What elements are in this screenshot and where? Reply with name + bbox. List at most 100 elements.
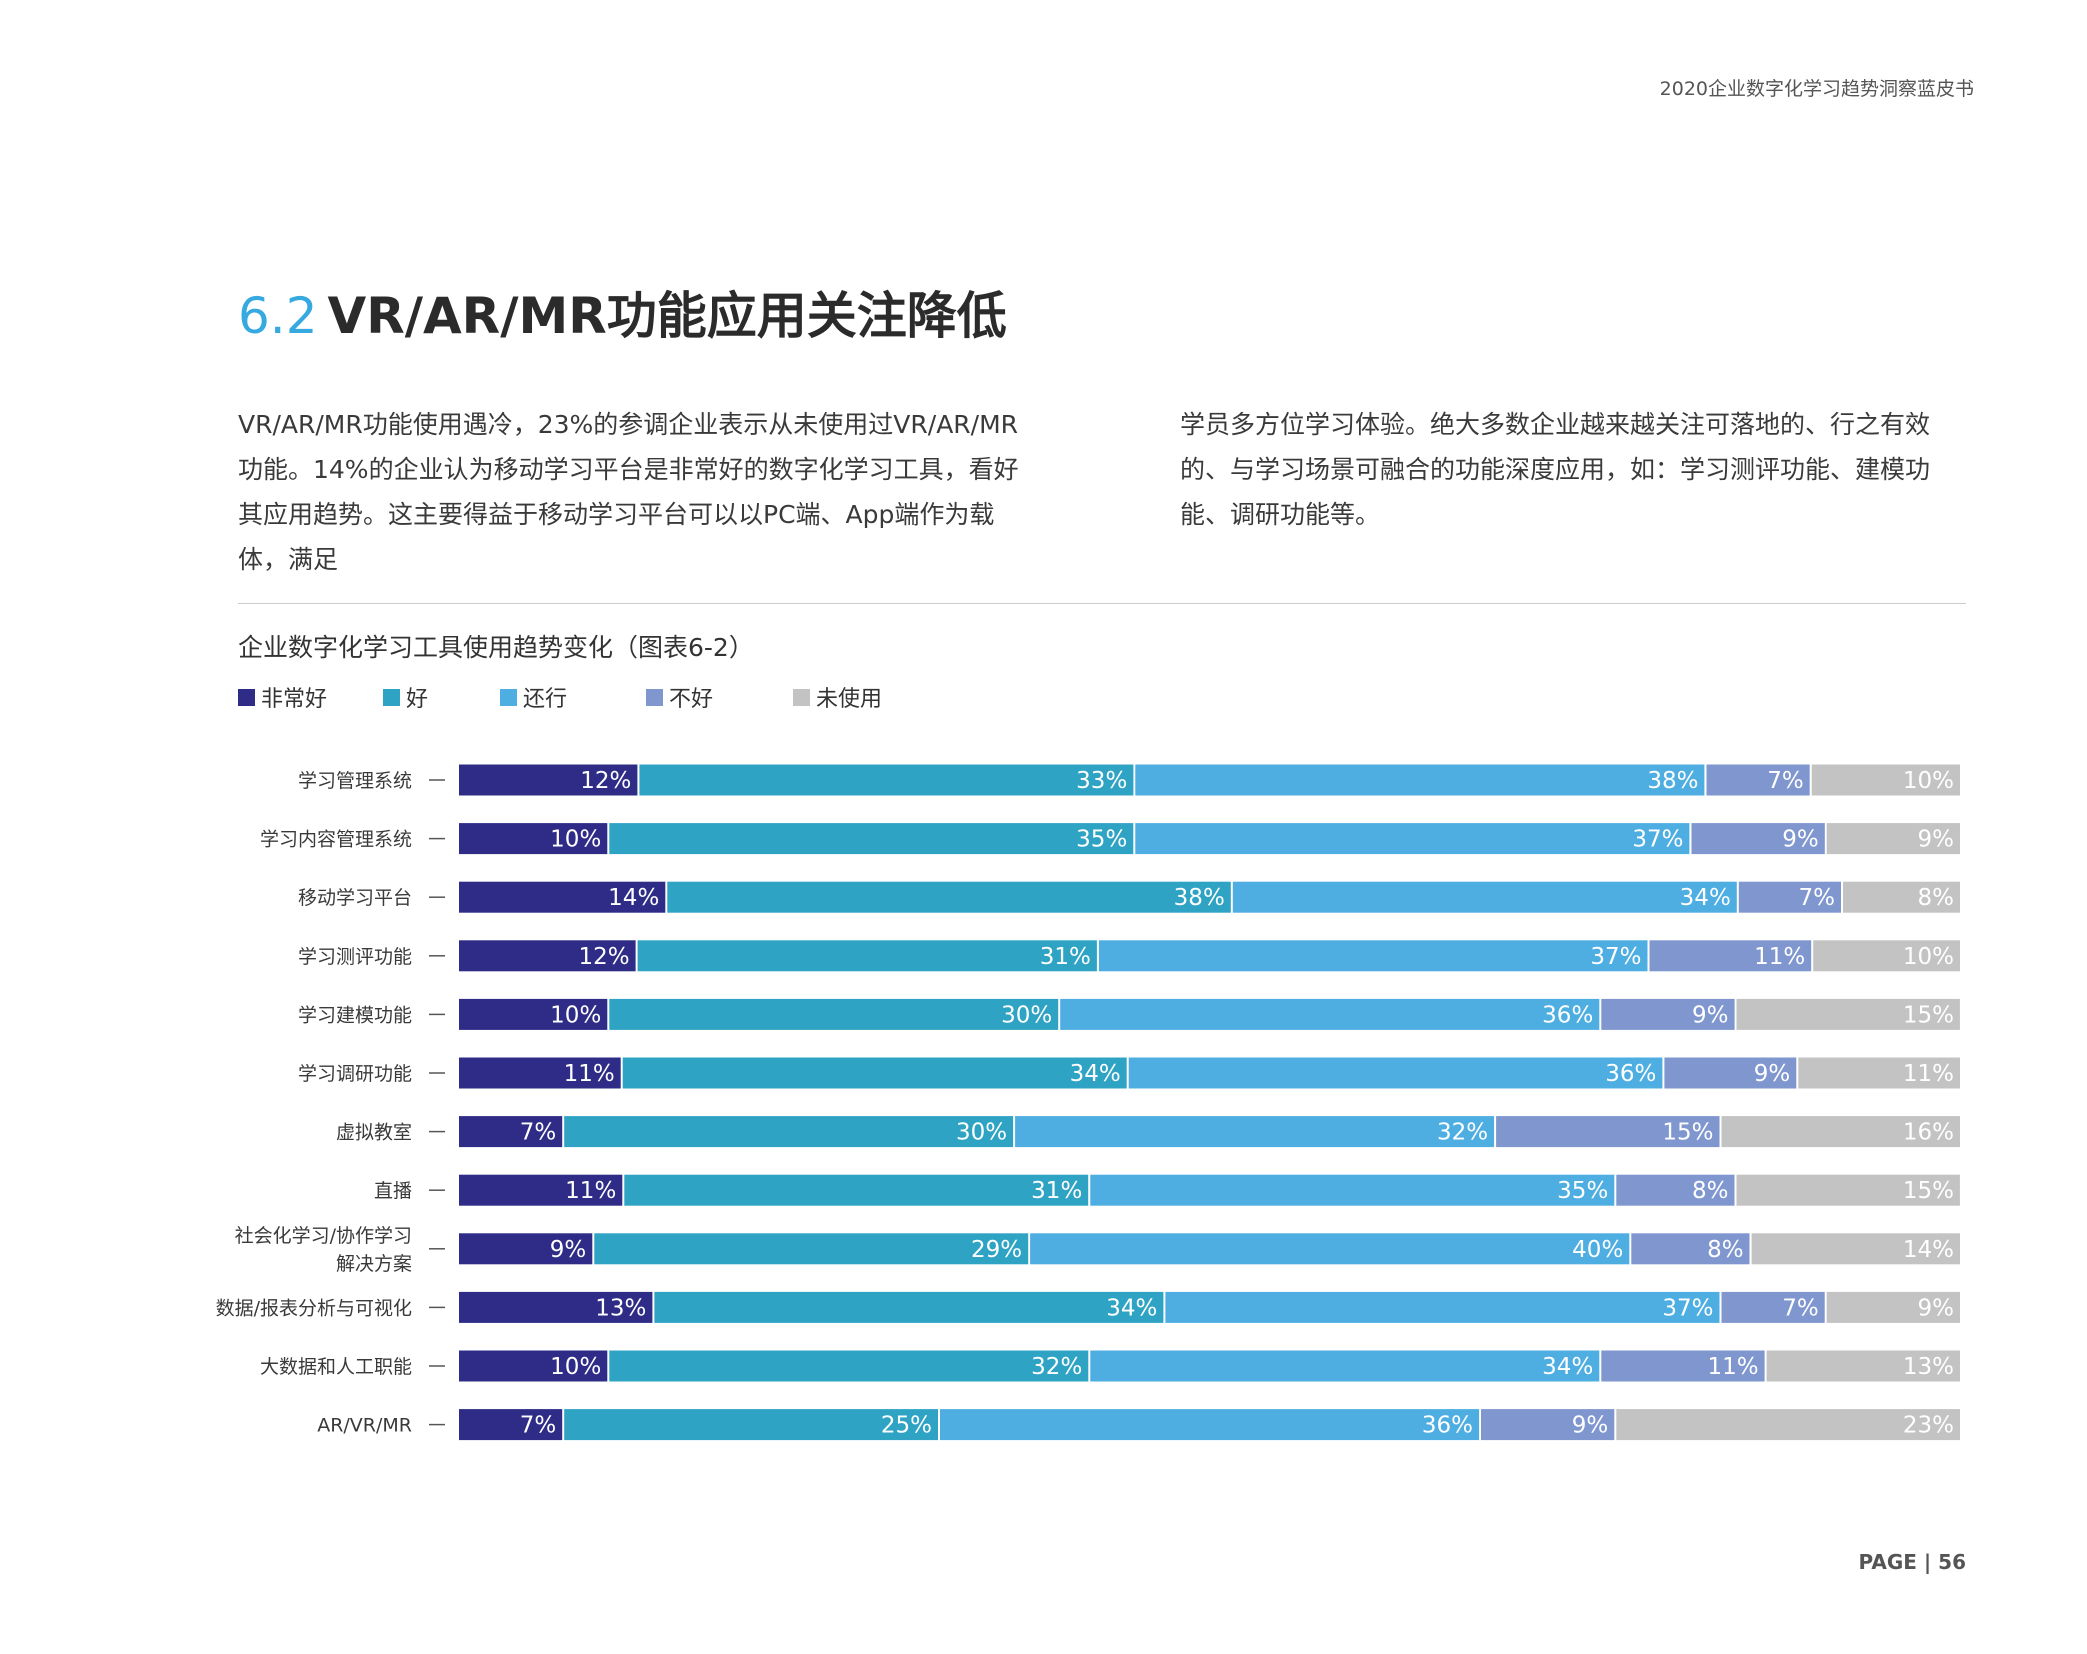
data-label: 23% — [1903, 1413, 1954, 1439]
section-title-text: VR/AR/MR功能应用关注降低 — [327, 287, 1007, 345]
bar-segment — [1030, 1233, 1630, 1265]
data-label: 11% — [564, 1061, 615, 1087]
data-label: 34% — [1542, 1354, 1593, 1380]
data-label: 37% — [1632, 827, 1683, 853]
legend-item: 不好 — [646, 682, 713, 712]
data-label: 33% — [1076, 768, 1127, 794]
legend-item: 未使用 — [793, 682, 882, 712]
data-label: 8% — [1707, 1237, 1744, 1263]
bar-segment — [1015, 1116, 1495, 1148]
data-label: 37% — [1590, 944, 1641, 970]
data-label: 7% — [520, 1413, 557, 1439]
bar-segment — [459, 823, 608, 855]
data-label: 9% — [1918, 827, 1955, 853]
data-label: 32% — [1031, 1354, 1082, 1380]
bar-segment — [594, 1233, 1029, 1265]
data-label: 15% — [1903, 1178, 1954, 1204]
bar-segment — [459, 881, 666, 913]
category-label: 大数据和人工职能 — [260, 1356, 412, 1378]
bar-segment — [622, 1057, 1127, 1089]
data-label: 34% — [1680, 885, 1731, 911]
data-label: 7% — [1799, 885, 1836, 911]
category-label: AR/VR/MR — [317, 1415, 412, 1437]
bar-segment — [1826, 823, 1960, 855]
bar-segment — [459, 1350, 608, 1382]
bar-segment — [1721, 1116, 1960, 1148]
data-label: 31% — [1031, 1178, 1082, 1204]
data-label: 10% — [550, 1354, 601, 1380]
bar-segment — [1631, 1233, 1750, 1265]
data-label: 11% — [1903, 1061, 1954, 1087]
data-label: 36% — [1542, 1002, 1593, 1028]
data-label: 36% — [1605, 1061, 1656, 1087]
category-label: 学习内容管理系统 — [260, 829, 412, 851]
bar-segment — [609, 823, 1134, 855]
bar-segment — [1128, 1057, 1663, 1089]
bar-segment — [609, 1350, 1089, 1382]
data-label: 31% — [1040, 944, 1091, 970]
bar-segment — [1751, 1233, 1960, 1265]
bar-segment — [1135, 764, 1705, 796]
data-label: 9% — [1918, 1295, 1955, 1321]
legend-label: 未使用 — [816, 687, 883, 712]
bar-segment — [609, 998, 1059, 1030]
data-label: 8% — [1918, 885, 1955, 911]
legend-item: 还行 — [500, 682, 567, 712]
bar-segment — [1616, 1409, 1960, 1441]
data-label: 34% — [1070, 1061, 1121, 1087]
bar-segment — [1811, 764, 1960, 796]
legend-swatch — [646, 688, 663, 706]
category-label: 学习管理系统 — [298, 770, 412, 792]
data-label: 7% — [1782, 1295, 1819, 1321]
data-label: 36% — [1422, 1413, 1473, 1439]
category-label: 解决方案 — [336, 1253, 412, 1275]
bar-segment — [1649, 940, 1812, 972]
data-label: 37% — [1662, 1295, 1713, 1321]
data-label: 12% — [580, 768, 631, 794]
data-label: 11% — [565, 1178, 616, 1204]
bar-segment — [624, 1174, 1089, 1206]
bar-segment — [1232, 881, 1737, 913]
legend-swatch — [383, 688, 400, 706]
bar-segment — [1601, 1350, 1765, 1382]
data-label: 9% — [550, 1237, 587, 1263]
bar-segment — [1135, 823, 1690, 855]
data-label: 9% — [1692, 1002, 1729, 1028]
bar-segment — [564, 1116, 1014, 1148]
category-label: 学习调研功能 — [298, 1063, 412, 1085]
bar-segment — [459, 764, 638, 796]
data-label: 38% — [1174, 885, 1225, 911]
data-label: 9% — [1754, 1061, 1791, 1087]
data-label: 11% — [1707, 1354, 1758, 1380]
bar-segment — [459, 1057, 621, 1089]
bar-segment — [637, 940, 1097, 972]
bar-segment — [1736, 1174, 1960, 1206]
bar-segment — [1090, 1350, 1600, 1382]
data-label: 7% — [1767, 768, 1804, 794]
bar-segment — [1060, 998, 1600, 1030]
bar-segment — [564, 1409, 938, 1441]
legend-label: 还行 — [523, 687, 568, 712]
divider — [238, 603, 1966, 604]
legend-label: 不好 — [669, 687, 714, 712]
category-label: 虚拟教室 — [336, 1122, 412, 1144]
legend-item: 非常好 — [238, 682, 327, 712]
bar-segment — [1165, 1291, 1720, 1323]
data-label: 35% — [1076, 827, 1127, 853]
bar-segment — [1721, 1291, 1825, 1323]
category-label: 移动学习平台 — [298, 887, 412, 909]
data-label: 15% — [1903, 1002, 1954, 1028]
page-number: PAGE | 56 — [1858, 1550, 1966, 1574]
bar-segment — [459, 998, 608, 1030]
category-label: 学习测评功能 — [298, 946, 412, 968]
bar-segment — [1706, 764, 1810, 796]
data-label: 13% — [595, 1295, 646, 1321]
data-label: 15% — [1662, 1120, 1713, 1146]
legend-swatch — [238, 688, 255, 706]
data-label: 38% — [1647, 768, 1698, 794]
bar-segment — [1481, 1409, 1615, 1441]
section-title: 6.2 VR/AR/MR功能应用关注降低 — [238, 276, 1007, 348]
bar-segment — [1813, 940, 1960, 972]
data-label: 13% — [1903, 1354, 1954, 1380]
